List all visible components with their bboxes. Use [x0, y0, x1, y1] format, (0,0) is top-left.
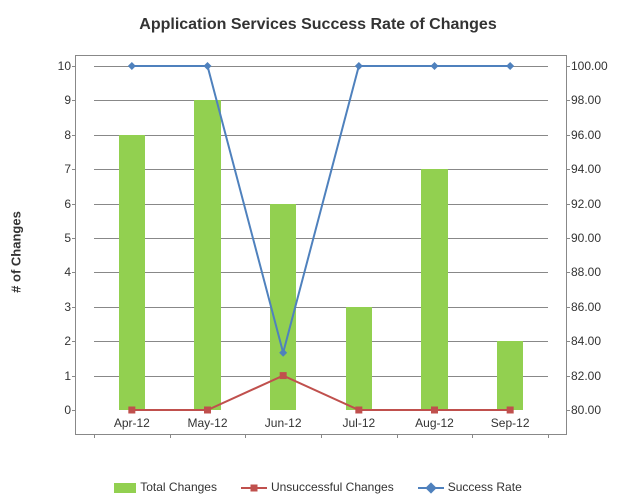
legend-label: Total Changes — [140, 480, 217, 494]
marker-diamond — [204, 62, 212, 70]
y-right-tick-label: 90.00 — [571, 231, 611, 245]
marker-square — [355, 407, 362, 414]
y-left-tick-label: 8 — [51, 128, 71, 142]
marker-square — [507, 407, 514, 414]
y-left-tick-label: 5 — [51, 231, 71, 245]
legend-swatch — [418, 483, 444, 493]
y-left-tick-label: 0 — [51, 403, 71, 417]
y-right-tick — [566, 341, 570, 342]
marker-diamond — [279, 349, 287, 357]
y-left-tick — [72, 66, 76, 67]
legend-label: Success Rate — [448, 480, 522, 494]
y-right-tick-label: 92.00 — [571, 197, 611, 211]
marker-square — [128, 407, 135, 414]
line-layer — [94, 66, 548, 410]
x-tick — [472, 434, 473, 438]
y-right-tick — [566, 376, 570, 377]
chart-container: Application Services Success Rate of Cha… — [0, 0, 636, 504]
x-tick — [321, 434, 322, 438]
y-left-tick-label: 3 — [51, 300, 71, 314]
y-left-tick — [72, 169, 76, 170]
chart-title: Application Services Success Rate of Cha… — [0, 16, 636, 34]
y-left-axis-title: # of Changes — [9, 211, 24, 293]
legend-item: Success Rate — [418, 480, 522, 494]
y-left-tick — [72, 100, 76, 101]
y-right-tick — [566, 100, 570, 101]
y-left-tick — [72, 204, 76, 205]
x-tick — [245, 434, 246, 438]
y-right-tick-label: 94.00 — [571, 162, 611, 176]
y-right-tick — [566, 204, 570, 205]
y-left-tick-label: 6 — [51, 197, 71, 211]
x-tick-label: Aug-12 — [415, 416, 454, 430]
y-left-tick — [72, 410, 76, 411]
y-left-tick — [72, 135, 76, 136]
marker-diamond — [355, 62, 363, 70]
y-right-tick-label: 88.00 — [571, 265, 611, 279]
y-right-tick — [566, 238, 570, 239]
legend-swatch — [114, 483, 136, 493]
marker-diamond — [128, 62, 136, 70]
y-right-tick-label: 86.00 — [571, 300, 611, 314]
y-right-tick — [566, 169, 570, 170]
x-tick-label: Jul-12 — [342, 416, 375, 430]
marker-diamond — [431, 62, 439, 70]
y-right-tick-label: 96.00 — [571, 128, 611, 142]
x-tick-label: Jun-12 — [265, 416, 302, 430]
y-right-tick-label: 80.00 — [571, 403, 611, 417]
y-right-tick-label: 100.00 — [571, 59, 611, 73]
y-left-tick-label: 7 — [51, 162, 71, 176]
marker-square — [204, 407, 211, 414]
y-left-tick-label: 2 — [51, 334, 71, 348]
x-tick — [397, 434, 398, 438]
y-right-tick — [566, 307, 570, 308]
x-tick — [170, 434, 171, 438]
y-right-tick-label: 98.00 — [571, 93, 611, 107]
y-right-tick — [566, 66, 570, 67]
legend-label: Unsuccessful Changes — [271, 480, 394, 494]
legend-item: Unsuccessful Changes — [241, 480, 394, 494]
legend-swatch — [241, 483, 267, 493]
x-tick — [548, 434, 549, 438]
plot-area — [94, 66, 548, 410]
marker-square — [280, 372, 287, 379]
y-right-tick — [566, 135, 570, 136]
y-left-tick-label: 9 — [51, 93, 71, 107]
y-left-tick-label: 4 — [51, 265, 71, 279]
y-left-tick-label: 10 — [51, 59, 71, 73]
marker-diamond — [506, 62, 514, 70]
y-left-tick — [72, 307, 76, 308]
x-tick-label: Apr-12 — [114, 416, 150, 430]
series-line — [132, 66, 510, 353]
legend-item: Total Changes — [114, 480, 217, 494]
y-left-tick — [72, 376, 76, 377]
y-left-tick — [72, 238, 76, 239]
y-right-tick-label: 82.00 — [571, 369, 611, 383]
y-left-tick — [72, 272, 76, 273]
x-tick — [94, 434, 95, 438]
legend: Total Changes Unsuccessful Changes Success… — [0, 480, 636, 494]
chart-area: 01234567891080.0082.0084.0086.0088.0090.… — [75, 55, 567, 435]
y-left-tick-label: 1 — [51, 369, 71, 383]
series-line — [132, 376, 510, 410]
y-left-tick — [72, 341, 76, 342]
x-tick-label: May-12 — [187, 416, 227, 430]
y-right-tick — [566, 272, 570, 273]
y-right-tick — [566, 410, 570, 411]
y-right-tick-label: 84.00 — [571, 334, 611, 348]
marker-square — [431, 407, 438, 414]
x-tick-label: Sep-12 — [491, 416, 530, 430]
